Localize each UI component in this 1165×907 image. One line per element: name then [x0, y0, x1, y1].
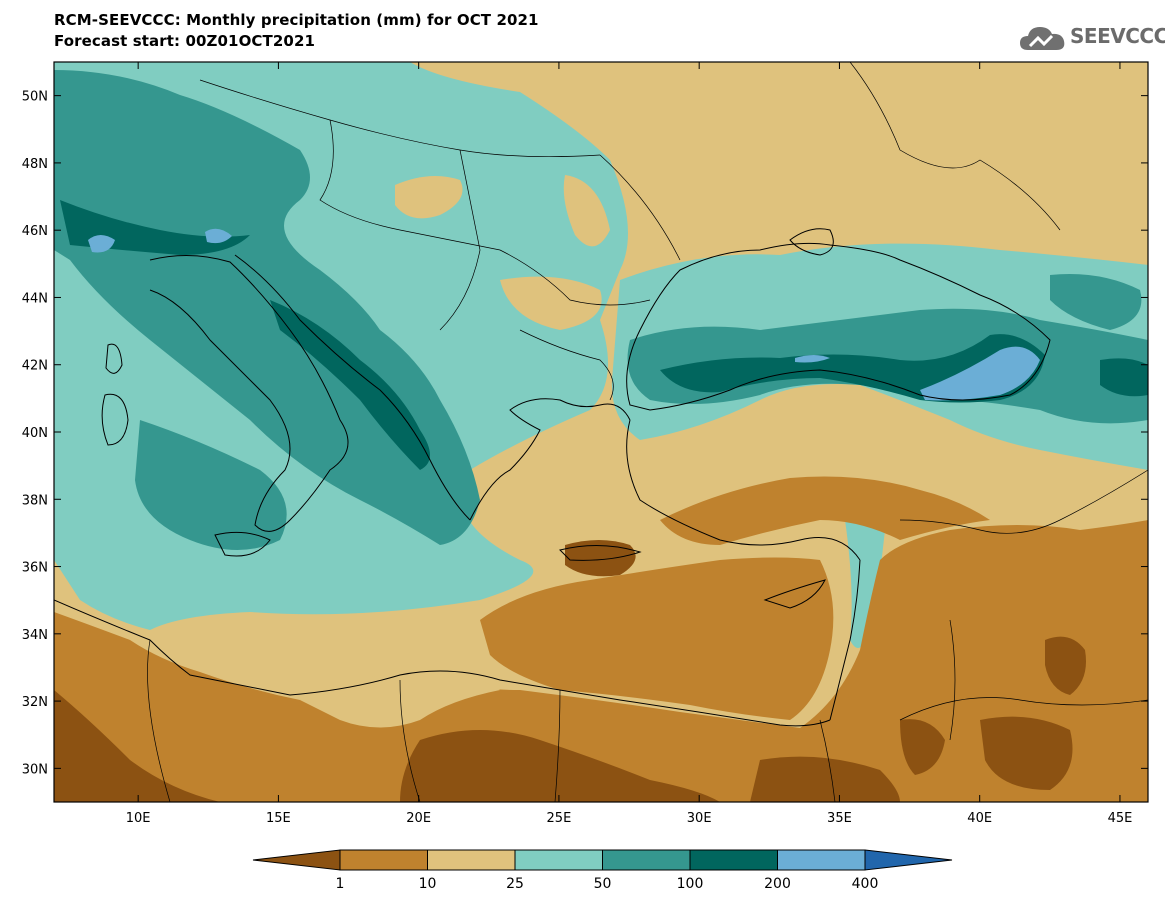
field-200-400-ridge: [795, 355, 830, 363]
colorbar-segment: [777, 849, 866, 871]
map-title: RCM-SEEVCCC: Monthly precipitation (mm) …: [54, 11, 539, 29]
field-10-25-libya: [300, 670, 500, 728]
lat-tick-label: 38N: [22, 493, 48, 508]
border-13: [147, 639, 171, 802]
colorbar-label: 25: [506, 876, 524, 892]
lat-tick-label: 34N: [22, 628, 48, 643]
coastline-turkey-south: [626, 419, 861, 561]
coastline-crimea: [789, 228, 834, 256]
colorbar-label: 100: [677, 876, 704, 892]
colorbar-label: 400: [852, 876, 879, 892]
lat-tick-label: 30N: [22, 762, 48, 777]
lat-tick-label: 42N: [22, 359, 48, 374]
dry-pannonia: [395, 176, 463, 219]
field-1-10-anatolia: [660, 476, 990, 545]
lat-tick-label: 50N: [22, 90, 48, 105]
border-4: [439, 149, 481, 331]
lat-tick-label: 48N: [22, 157, 48, 172]
coastline-sicily: [214, 531, 271, 557]
colorbar-segment: [514, 849, 603, 871]
lat-tick-label: 40N: [22, 426, 48, 441]
lat-tick-label: 46N: [22, 224, 48, 239]
lon-tick-label: 30E: [687, 811, 712, 826]
dry-romania: [563, 175, 610, 247]
lon-tick-label: 15E: [266, 811, 291, 826]
field-0-1-egypt: [750, 756, 900, 802]
colorbar-label: 10: [419, 876, 437, 892]
coastline-italy: [149, 255, 349, 532]
border-10: [949, 619, 956, 741]
lon-tick-label: 10E: [126, 811, 151, 826]
border-8: [899, 469, 1148, 534]
field-100-200-caspian: [1100, 358, 1148, 397]
field-0-1-sahara-west: [54, 690, 220, 802]
lon-tick-label: 35E: [827, 811, 852, 826]
field-100-200-adriatic: [270, 300, 430, 470]
dry-balkan: [500, 276, 602, 330]
field-1-10-north-africa: [54, 520, 1148, 802]
forecast-start-label: Forecast start: 00Z01OCT2021: [54, 32, 316, 50]
field-50-100-caucasus: [1050, 274, 1142, 330]
colorbar-segment-high: [864, 849, 953, 871]
lon-tick-label: 40E: [967, 811, 992, 826]
field-200-400-alps: [88, 235, 115, 253]
lon-tick-label: 25E: [547, 811, 572, 826]
coastline-adriatic-east: [234, 254, 471, 521]
coastline-levant: [829, 559, 861, 721]
colorbar: [252, 849, 953, 871]
border-1: [199, 79, 601, 158]
border-12: [399, 679, 421, 802]
field-0-1-iraq: [900, 719, 945, 775]
colorbar-segment: [427, 849, 516, 871]
precipitation-field: [54, 62, 1148, 802]
seevccc-logo: SEEVCCC: [1018, 22, 1165, 56]
border-2: [319, 119, 401, 231]
lat-tick-label: 44N: [22, 291, 48, 306]
field-0-1-syria: [1045, 636, 1086, 695]
coastline-corsica: [105, 343, 123, 374]
colorbar-label: 200: [764, 876, 791, 892]
coastline-cyprus: [763, 579, 826, 609]
colorbar-segment-low: [252, 849, 341, 871]
field-50-100-tyrrhenian: [135, 420, 287, 550]
border-11: [554, 689, 561, 802]
field-50-100-alps: [54, 70, 480, 545]
colorbar-label: 50: [594, 876, 612, 892]
border-6: [519, 329, 614, 401]
coastlines: [54, 228, 1051, 727]
logo-text: SEEVCCC: [1070, 24, 1165, 48]
field-0-1-crete: [565, 540, 636, 577]
field-0-1-arabia: [980, 716, 1073, 790]
border-7: [849, 62, 1061, 231]
lat-tick-label: 32N: [22, 695, 48, 710]
lon-tick-label: 20E: [406, 811, 431, 826]
border-9: [899, 697, 1148, 721]
colorbar-segment: [602, 849, 691, 871]
axis-ticks: [54, 62, 1148, 802]
cloud-icon: [1020, 27, 1065, 50]
axis-labels: 30N 32N 34N 36N 38N 40N 42N 44N 46N 48N 50N 10E 15E 2…: [22, 90, 1133, 826]
colorbar-segment: [339, 849, 428, 871]
colorbar-segment: [689, 849, 778, 871]
field-200-400-ajara: [920, 346, 1040, 401]
border-14: [819, 719, 836, 802]
border-3: [399, 229, 651, 306]
lon-tick-label: 45E: [1108, 811, 1133, 826]
coastline-crete: [559, 545, 642, 561]
field-1-10-levant-sea: [480, 557, 834, 720]
coastline-greece: [469, 398, 631, 521]
border-5: [599, 154, 681, 261]
coastline-sardinia: [101, 393, 129, 446]
field-25-50-levant: [845, 514, 885, 648]
lat-tick-label: 36N: [22, 561, 48, 576]
field-0-1-libya: [400, 730, 720, 802]
colorbar-label: 1: [336, 876, 345, 892]
colorbar-labels: 1 10 25 50 100 200 400: [336, 876, 879, 892]
coastline-north-africa: [54, 599, 831, 727]
field-200-400-julian: [205, 228, 232, 244]
country-borders: [147, 62, 1148, 802]
coastline-black-sea: [626, 242, 1051, 411]
